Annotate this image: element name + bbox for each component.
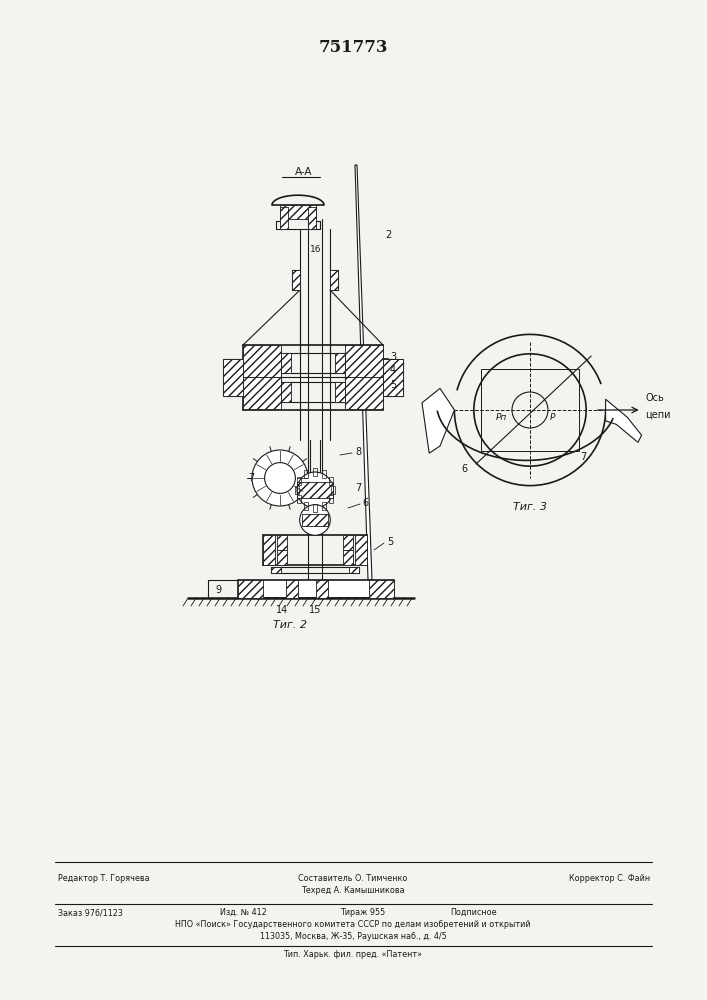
Text: Тираж 955: Тираж 955 [340, 908, 385, 917]
Bar [263, 535, 275, 565]
Bar [223, 359, 243, 396]
Bar [335, 382, 345, 402]
Bar [271, 567, 281, 573]
Bar [295, 486, 299, 494]
Polygon shape [606, 399, 641, 442]
Text: цепи: цепи [645, 410, 671, 420]
Bar [330, 270, 338, 290]
Bar [297, 482, 333, 498]
Bar [277, 535, 287, 550]
Bar [298, 477, 301, 485]
Bar [280, 207, 288, 229]
Text: 5: 5 [390, 380, 396, 390]
Bar [304, 470, 308, 478]
Bar [238, 580, 394, 598]
Text: 7: 7 [580, 452, 587, 462]
Bar [313, 468, 317, 476]
Bar [329, 477, 332, 485]
Bar [335, 353, 345, 373]
Bar [355, 535, 367, 565]
Text: 113035, Москва, Ж-35, Раушская наб., д. 4/5: 113035, Москва, Ж-35, Раушская наб., д. … [259, 932, 446, 941]
Bar [292, 270, 300, 290]
Bar [277, 550, 287, 565]
Text: Тип. Харьк. фил. пред. «Патент»: Тип. Харьк. фил. пред. «Патент» [284, 950, 423, 959]
Bar [331, 486, 335, 494]
Text: 751773: 751773 [318, 39, 387, 56]
Circle shape [264, 463, 296, 493]
Text: Τиг. 2: Τиг. 2 [273, 620, 307, 630]
Bar [303, 514, 327, 526]
Bar [308, 207, 316, 229]
Bar [329, 495, 332, 503]
Text: 5: 5 [387, 537, 393, 547]
Text: Изд. № 412: Изд. № 412 [220, 908, 267, 917]
Bar [383, 359, 403, 396]
Text: Τиг. 3: Τиг. 3 [513, 502, 547, 512]
Text: Корректор С. Файн: Корректор С. Файн [569, 874, 650, 883]
Bar [286, 580, 298, 598]
Text: 7: 7 [355, 483, 361, 493]
Text: 14: 14 [276, 605, 288, 615]
Bar [313, 504, 317, 512]
Text: Составитель О. Тимченко: Составитель О. Тимченко [298, 874, 408, 883]
Text: 9: 9 [215, 585, 221, 595]
Text: Ось: Ось [645, 393, 664, 403]
Text: 4: 4 [390, 365, 396, 375]
Text: 6: 6 [462, 464, 468, 474]
Polygon shape [422, 388, 455, 453]
Text: 16: 16 [310, 245, 322, 254]
Bar [281, 353, 291, 373]
Text: Техред А. Камышникова: Техред А. Камышникова [301, 886, 405, 895]
Bar [304, 502, 308, 510]
Text: НПО «Поиск» Государственного комитета СССР по делам изобретений и открытий: НПО «Поиск» Государственного комитета СС… [175, 920, 531, 929]
Bar [298, 495, 301, 503]
Polygon shape [355, 165, 372, 580]
Bar [349, 567, 359, 573]
Bar [281, 382, 291, 402]
Bar [481, 369, 578, 451]
Bar [343, 535, 353, 550]
Bar [343, 550, 353, 565]
Bar [369, 580, 394, 598]
Bar [345, 377, 383, 409]
Circle shape [300, 505, 330, 535]
Text: A-A: A-A [295, 167, 312, 177]
Text: Рп: Рп [496, 414, 507, 422]
Text: Р: Р [550, 414, 556, 422]
Bar [238, 580, 263, 598]
Bar [243, 345, 281, 377]
Bar [243, 377, 281, 409]
Circle shape [297, 472, 333, 508]
Text: Заказ 976/1123: Заказ 976/1123 [58, 908, 123, 917]
Text: 6: 6 [362, 498, 368, 508]
Bar [322, 502, 326, 510]
Text: Подписное: Подписное [450, 908, 496, 917]
Bar [280, 205, 316, 219]
Text: 2: 2 [385, 230, 391, 240]
Text: Редактор Т. Горячева: Редактор Т. Горячева [58, 874, 150, 883]
Circle shape [252, 450, 308, 506]
Bar [345, 345, 383, 377]
Bar [316, 580, 328, 598]
Text: 8: 8 [355, 447, 361, 457]
Text: 15: 15 [309, 605, 321, 615]
Text: 3: 3 [390, 352, 396, 362]
Text: 7: 7 [248, 473, 255, 483]
Bar [322, 470, 326, 478]
